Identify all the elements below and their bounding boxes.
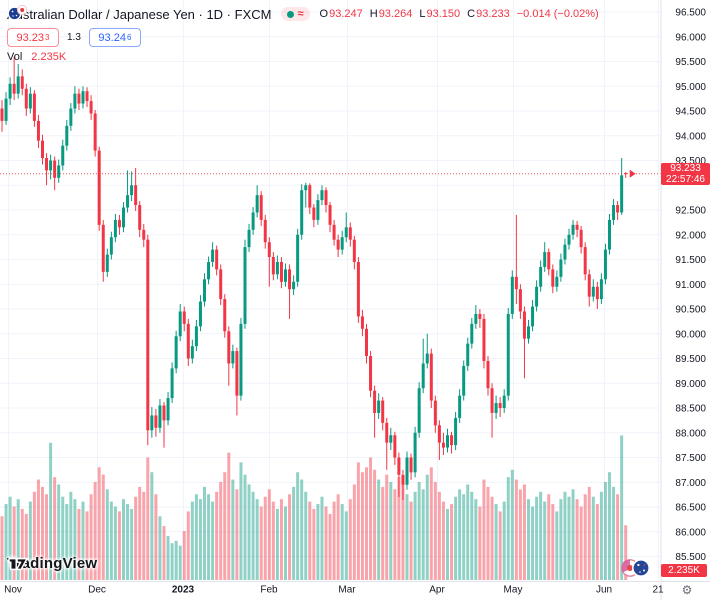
price-axis-label: 85.500	[675, 552, 706, 563]
high-label: H	[369, 8, 378, 20]
price-axis-label: 89.500	[675, 354, 706, 365]
last-price-badge-value: 93.233	[670, 163, 701, 174]
time-axis-label: Mar	[338, 585, 356, 596]
bid-price-sup: 3	[45, 32, 50, 42]
price-axis-label: 93.500	[675, 156, 706, 167]
change-value: −0.014 (−0.02%)	[516, 8, 599, 20]
data-status-pill[interactable]: ≈	[281, 7, 310, 21]
time-axis-label: Dec	[88, 585, 106, 596]
last-price-badge: 93.233 22:57:46	[661, 163, 710, 185]
price-axis-label: 92.500	[675, 206, 706, 217]
ask-button[interactable]: 93.24 6	[88, 28, 141, 47]
time-axis-label: Apr	[429, 585, 445, 596]
close-value: 93.233	[476, 8, 510, 20]
price-axis-label: 96.000	[675, 32, 706, 43]
time-axis-label: Jun	[596, 585, 612, 596]
symbol-pair-logo	[621, 559, 650, 577]
grid-lines	[0, 0, 660, 580]
ask-price: 93.24	[98, 31, 126, 44]
time-axis-label: 21	[652, 585, 664, 596]
bar-countdown: 22:57:46	[666, 174, 705, 185]
price-axis[interactable]: 96.500 96.000 95.500 95.000 94.500 94.000 93.5…	[675, 8, 706, 564]
price-axis-label: 95.500	[675, 57, 706, 68]
price-axis-label: 86.500	[675, 503, 706, 514]
legend-row-quotes: 93.23 3 1.3 93.24 6	[7, 28, 599, 47]
price-axis-label: 91.500	[675, 255, 706, 266]
tradingview-mark-icon	[8, 557, 28, 571]
chart-legend: Australian Dollar / Japanese Yen · 1D · …	[7, 5, 599, 63]
price-axis-label: 89.000	[675, 379, 706, 390]
legend-row-volume: Vol 2.235K	[7, 51, 599, 63]
ohlc-values: O 93.247 H 93.264 L 93.150 C 93.233 −0.014 (…	[320, 8, 599, 20]
axis-settings-gear-icon[interactable]: ⚙	[681, 583, 693, 597]
price-axis-label: 90.500	[675, 305, 706, 316]
current-price-line	[0, 169, 661, 178]
low-value: 93.150	[426, 8, 461, 20]
volume-bars	[0, 435, 628, 580]
volume-label: Vol	[7, 51, 23, 63]
price-axis-label: 87.500	[675, 453, 706, 464]
last-price-arrow-icon	[629, 169, 636, 178]
volume-badge: 2.235K	[661, 564, 707, 577]
bid-button[interactable]: 93.23 3	[7, 28, 59, 47]
open-label: O	[319, 8, 329, 20]
low-label: L	[419, 8, 426, 20]
spread-value: 1.3	[67, 32, 81, 43]
ask-price-sup: 6	[126, 32, 132, 42]
price-axis-label: 94.500	[675, 107, 706, 118]
time-axis-label: Nov	[4, 585, 22, 596]
time-axis[interactable]: Nov Dec 2023 Feb Mar Apr May Jun 21	[4, 585, 664, 596]
price-axis-label: 95.000	[675, 82, 706, 93]
symbol-pair-icon	[7, 5, 28, 21]
symbol-title[interactable]: Australian Dollar / Japanese Yen · 1D · …	[7, 6, 272, 22]
tradingview-logo-text: TradingView	[7, 555, 98, 572]
open-value: 93.247	[329, 8, 363, 20]
close-label: C	[467, 8, 476, 20]
candles	[0, 56, 628, 501]
bid-price: 93.23	[16, 31, 45, 44]
market-status-dot-icon	[287, 10, 295, 18]
price-axis-label: 91.000	[675, 280, 706, 291]
high-value: 93.264	[378, 8, 413, 20]
price-axis-label: 88.000	[675, 428, 706, 439]
price-axis-label: 96.500	[675, 8, 706, 19]
price-axis-label: 87.000	[675, 478, 706, 489]
legend-row-symbol: Australian Dollar / Japanese Yen · 1D · …	[7, 5, 599, 23]
price-axis-label: 92.000	[675, 230, 706, 241]
volume-value: 2.235K	[31, 51, 67, 63]
price-axis-label: 88.500	[675, 404, 706, 415]
time-axis-label: Feb	[260, 585, 278, 596]
time-axis-label: May	[504, 585, 523, 596]
price-axis-label: 86.000	[675, 527, 706, 538]
delayed-data-icon: ≈	[297, 7, 304, 20]
time-axis-label: 2023	[172, 585, 195, 596]
price-axis-label: 90.000	[675, 329, 706, 340]
price-axis-label: 94.000	[675, 131, 706, 142]
tradingview-logo[interactable]: TradingView	[7, 555, 97, 572]
